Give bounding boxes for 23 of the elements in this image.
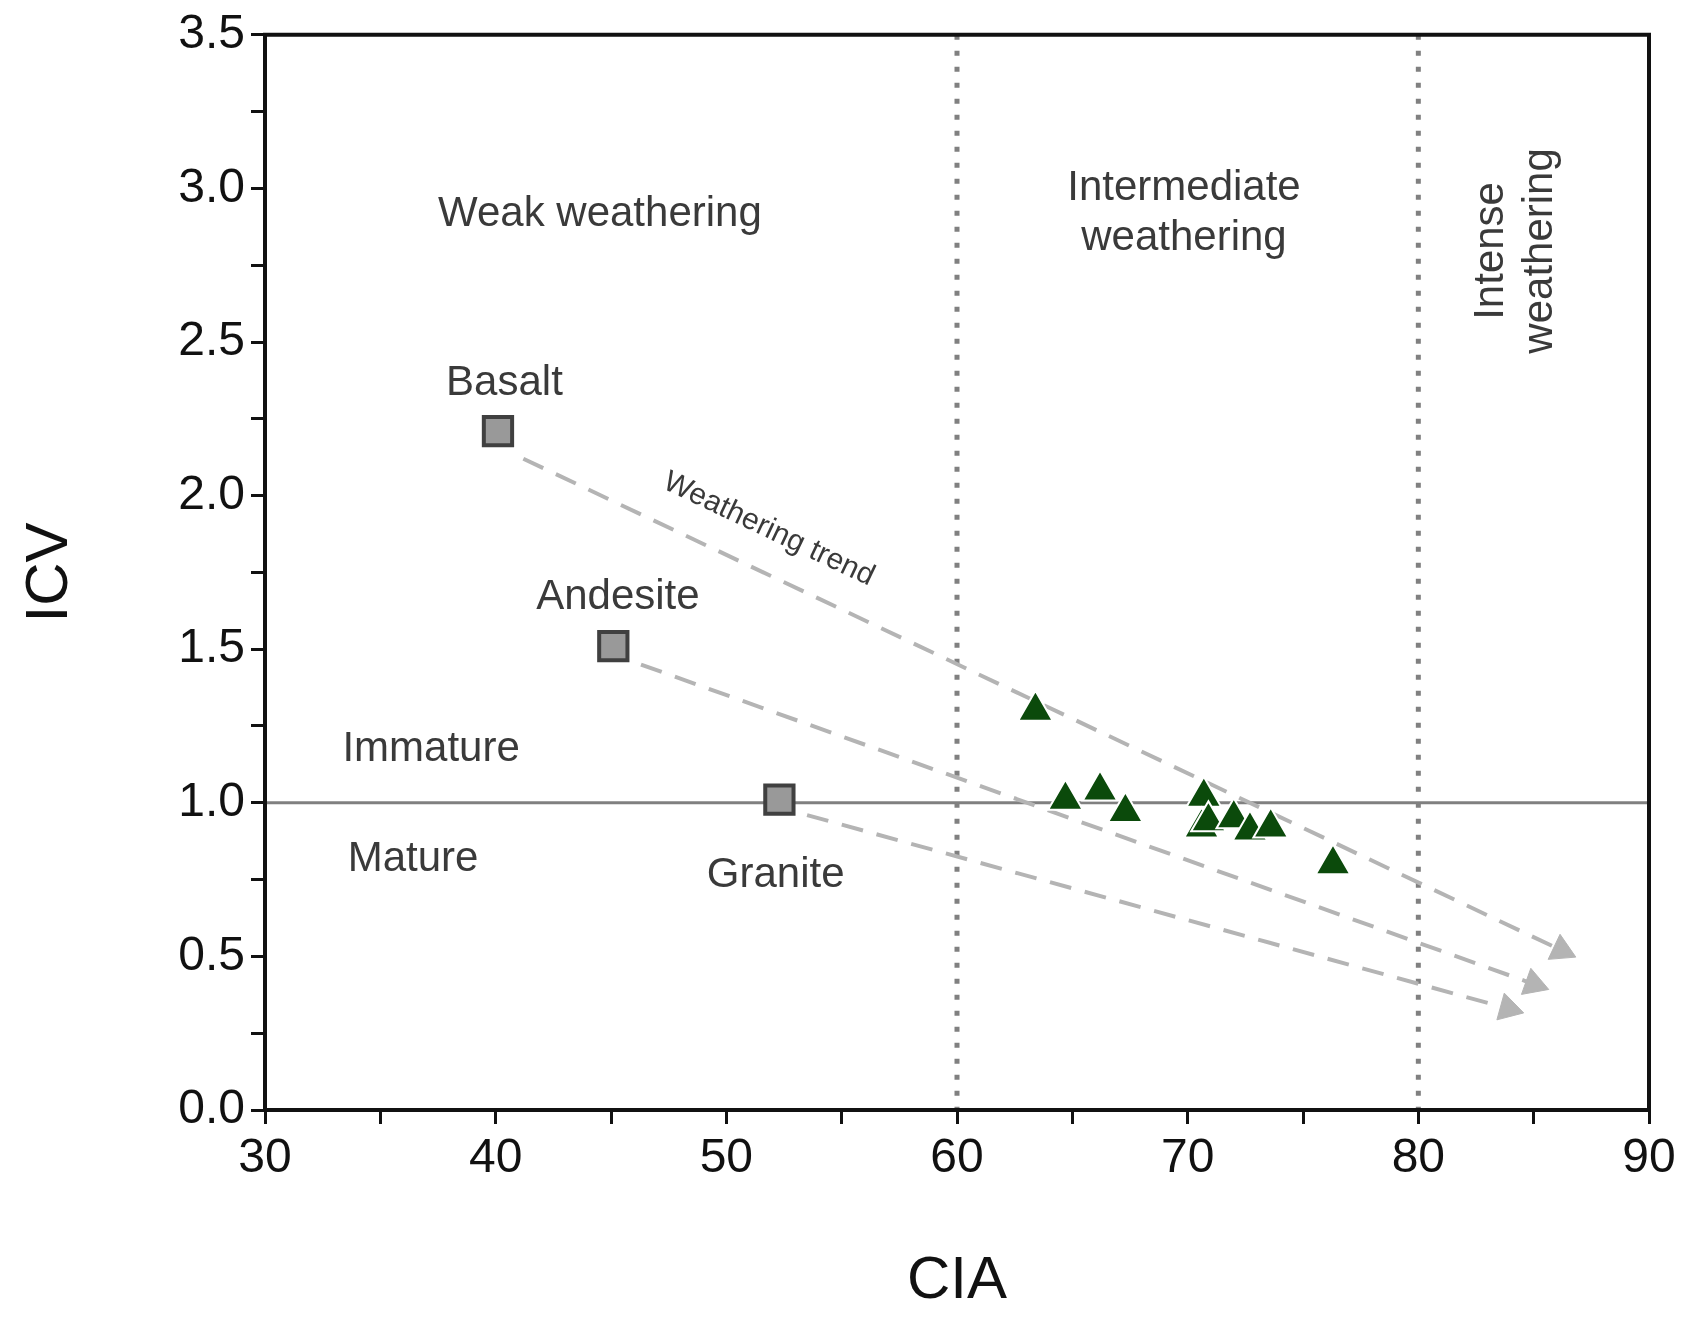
annotation: Granite [706, 849, 845, 897]
y-tick-label: 3.5 [178, 5, 245, 59]
x-tick-label: 60 [930, 1129, 984, 1183]
y-axis-title: ICV [12, 522, 80, 623]
annotation: Intermediate weathering [1067, 162, 1301, 259]
annotation: Basalt [446, 356, 564, 404]
y-tick-label: 3.0 [178, 158, 245, 212]
y-tick-label: 2.5 [178, 312, 245, 366]
annotation: Mature [347, 833, 479, 881]
y-tick-label: 2.0 [178, 465, 245, 519]
x-tick-label: 90 [1622, 1129, 1676, 1183]
y-tick-label: 1.0 [178, 773, 245, 827]
annotation: Weak weathering [438, 187, 762, 235]
x-tick-label: 40 [468, 1129, 523, 1183]
annotation: Andesite [536, 570, 700, 618]
x-tick-label: 80 [1391, 1129, 1446, 1183]
annotation: Intense weathering [1464, 148, 1562, 355]
y-tick-label: 1.5 [178, 619, 245, 673]
x-tick-label: 50 [699, 1129, 754, 1183]
annotation: Immature [342, 723, 520, 771]
y-tick-label: 0.5 [178, 926, 245, 980]
x-tick-label: 70 [1160, 1129, 1215, 1183]
x-axis-title: CIA [906, 1243, 1008, 1311]
